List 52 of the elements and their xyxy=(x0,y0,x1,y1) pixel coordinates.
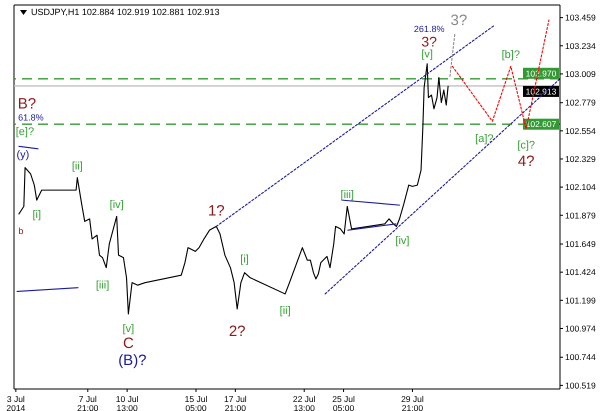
annotation: [iv] xyxy=(110,199,124,212)
y-tick-label: 101.199 xyxy=(565,295,596,306)
annotation: [e]? xyxy=(16,126,34,138)
x-tick-label: 22 Jul 13:00 xyxy=(292,394,316,411)
annotation: [iii] xyxy=(340,189,354,202)
ref-line-label: 102.970 xyxy=(526,68,557,78)
annotation: [iv] xyxy=(395,235,410,248)
annotation: [v] xyxy=(421,48,433,61)
annotation: [b]? xyxy=(502,49,520,62)
annotation: b xyxy=(18,226,24,236)
annotation: B? xyxy=(18,96,36,113)
x-tick-label: 29 Jul 21:00 xyxy=(401,394,424,411)
annotation: [v] xyxy=(122,322,134,335)
y-tick-label: 103.234 xyxy=(565,40,596,51)
annotation: 4? xyxy=(518,153,535,170)
y-tick-label: 101.649 xyxy=(565,239,596,250)
x-tick-label: 7 Jul 21:00 xyxy=(77,394,99,411)
y-tick-label: 100.744 xyxy=(565,352,596,362)
annotation: [ii] xyxy=(280,304,291,317)
annotation: 261.8% xyxy=(414,24,444,34)
annotation: (B)? xyxy=(118,352,147,370)
annotation: 3? xyxy=(450,12,468,30)
annotation: 61.8% xyxy=(18,112,44,122)
x-tick-label: 17 Jul 21:00 xyxy=(224,394,247,411)
annotation: [i] xyxy=(240,254,249,266)
y-tick-label: 101.879 xyxy=(565,210,596,220)
y-tick-label: 100.519 xyxy=(565,380,596,390)
annotation: (y) xyxy=(16,149,30,162)
annotation: 1? xyxy=(208,202,225,220)
annotation: [i] xyxy=(32,208,42,221)
y-tick-label: 100.974 xyxy=(565,323,596,334)
x-tick-label: 15 Jul 05:00 xyxy=(184,394,208,411)
annotation: [c]? xyxy=(517,140,536,152)
x-tick-label: 3 Jul 2014 xyxy=(6,394,26,411)
annotation: C xyxy=(122,335,134,352)
y-tick-label: 102.779 xyxy=(565,98,596,108)
annotation: [a]? xyxy=(475,133,494,146)
annotation: 3? xyxy=(421,34,438,50)
annotation: [ii] xyxy=(72,160,83,172)
x-tick-label: 10 Jul 13:00 xyxy=(116,394,139,411)
y-tick-label: 102.554 xyxy=(565,126,596,136)
ref-line-label: 102.607 xyxy=(526,119,557,130)
x-tick-label: 25 Jul 05:00 xyxy=(332,394,356,411)
y-tick-label: 103.459 xyxy=(565,12,596,23)
y-tick-label: 102.104 xyxy=(565,182,596,192)
chart-title: USDJPY,H1 102.884 102.919 102.881 102.913 xyxy=(31,7,220,17)
line-series xyxy=(18,63,449,314)
annotation: [iii] xyxy=(96,280,110,292)
y-tick-label: 102.329 xyxy=(565,154,596,164)
y-tick-label: 103.009 xyxy=(565,68,596,79)
annotation: 2? xyxy=(228,323,246,340)
y-tick-label: 101.424 xyxy=(565,267,596,278)
